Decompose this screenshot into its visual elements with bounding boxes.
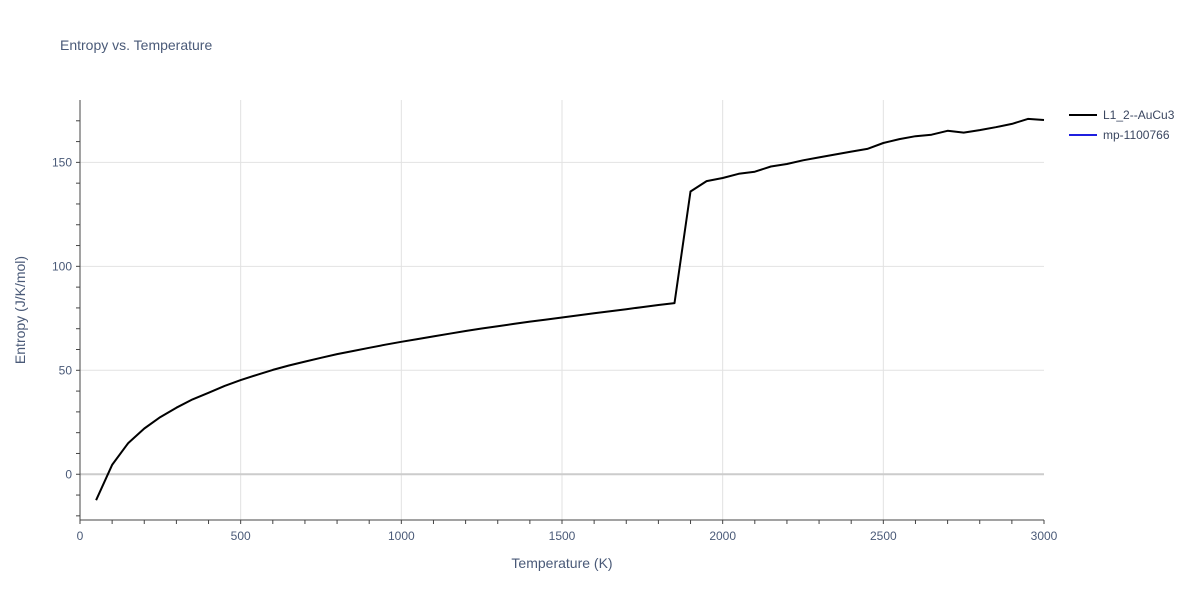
x-tick-label: 1500 bbox=[549, 529, 576, 543]
x-tick-label: 0 bbox=[77, 529, 84, 543]
y-axis-label: Entropy (J/K/mol) bbox=[12, 256, 28, 364]
series-group bbox=[95, 117, 1045, 501]
legend[interactable]: L1_2--AuCu3 mp-1100766 bbox=[1069, 108, 1175, 142]
axes bbox=[76, 100, 1045, 524]
x-tick-label: 500 bbox=[231, 529, 251, 543]
y-tick-label: 100 bbox=[52, 259, 72, 273]
x-axis-label: Temperature (K) bbox=[511, 555, 612, 571]
y-tick-label: 150 bbox=[52, 155, 72, 169]
legend-label[interactable]: L1_2--AuCu3 bbox=[1103, 108, 1175, 122]
x-tick-label: 1000 bbox=[388, 529, 415, 543]
x-tick-label: 3000 bbox=[1031, 529, 1058, 543]
x-tick-label: 2500 bbox=[870, 529, 897, 543]
chart-title: Entropy vs. Temperature bbox=[60, 37, 212, 53]
tick-labels: 0 500 1000 1500 2000 2500 3000 0 50 100 150 bbox=[52, 155, 1058, 543]
y-tick-label: 50 bbox=[59, 363, 73, 377]
x-tick-label: 2000 bbox=[709, 529, 736, 543]
series-line-1 bbox=[95, 117, 1045, 501]
legend-label[interactable]: mp-1100766 bbox=[1103, 128, 1170, 142]
y-tick-label: 0 bbox=[65, 467, 72, 481]
grid bbox=[80, 100, 1044, 520]
